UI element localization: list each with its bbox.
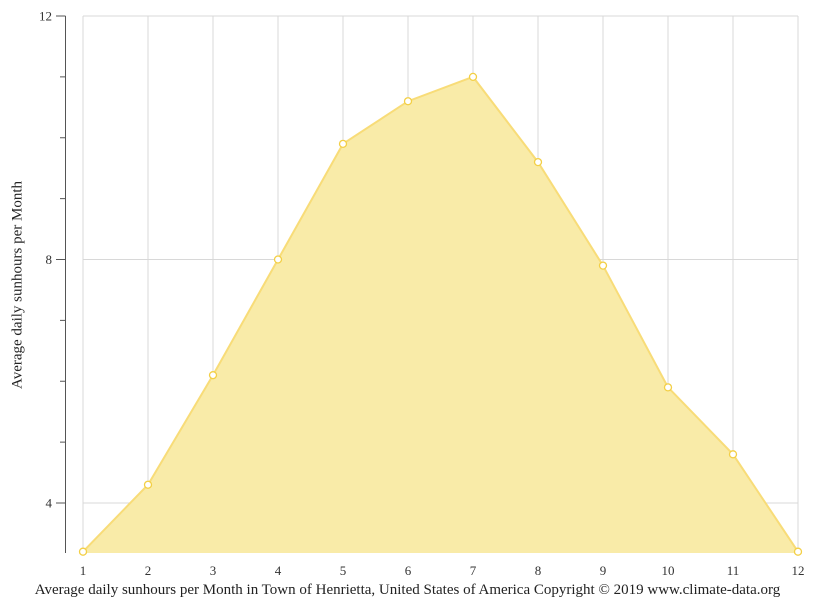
y-tick-label: 4 — [46, 496, 53, 511]
x-tick-label: 3 — [210, 563, 217, 578]
data-point-markers — [78, 72, 803, 556]
x-tick-label: 5 — [340, 563, 347, 578]
data-point-marker — [793, 547, 803, 556]
x-tick-label: 2 — [145, 563, 152, 578]
data-point-marker — [208, 371, 218, 380]
x-tick-label: 10 — [662, 563, 675, 578]
series-line — [82, 75, 799, 553]
data-point-marker — [143, 480, 153, 489]
data-point-marker — [663, 383, 673, 392]
data-point-marker — [273, 255, 283, 264]
data-point-marker — [403, 97, 413, 106]
x-tick-label: 9 — [600, 563, 607, 578]
data-point-marker — [598, 261, 608, 270]
y-axis: 4 8 12 — [39, 9, 66, 553]
data-point-marker — [78, 547, 88, 556]
data-point-marker — [338, 139, 348, 148]
y-tick-label: 12 — [39, 9, 52, 24]
data-point-marker — [728, 450, 738, 459]
data-point-marker — [468, 72, 478, 82]
x-axis: 1 2 3 4 5 6 7 8 9 10 11 12 — [80, 563, 805, 578]
x-tick-label: 12 — [792, 563, 805, 578]
area-fill — [83, 76, 798, 553]
x-tick-label: 6 — [405, 563, 412, 578]
x-tick-label: 7 — [470, 563, 477, 578]
y-axis-label: Average daily sunhours per Month — [9, 180, 26, 390]
x-tick-label: 1 — [80, 563, 87, 578]
data-point-marker — [533, 157, 543, 167]
x-tick-label: 8 — [535, 563, 542, 578]
chart-caption: Average daily sunhours per Month in Town… — [34, 582, 781, 598]
x-tick-label: 11 — [727, 563, 740, 578]
area-series — [82, 75, 799, 553]
x-tick-label: 4 — [275, 563, 282, 578]
y-tick-label: 8 — [46, 252, 53, 267]
